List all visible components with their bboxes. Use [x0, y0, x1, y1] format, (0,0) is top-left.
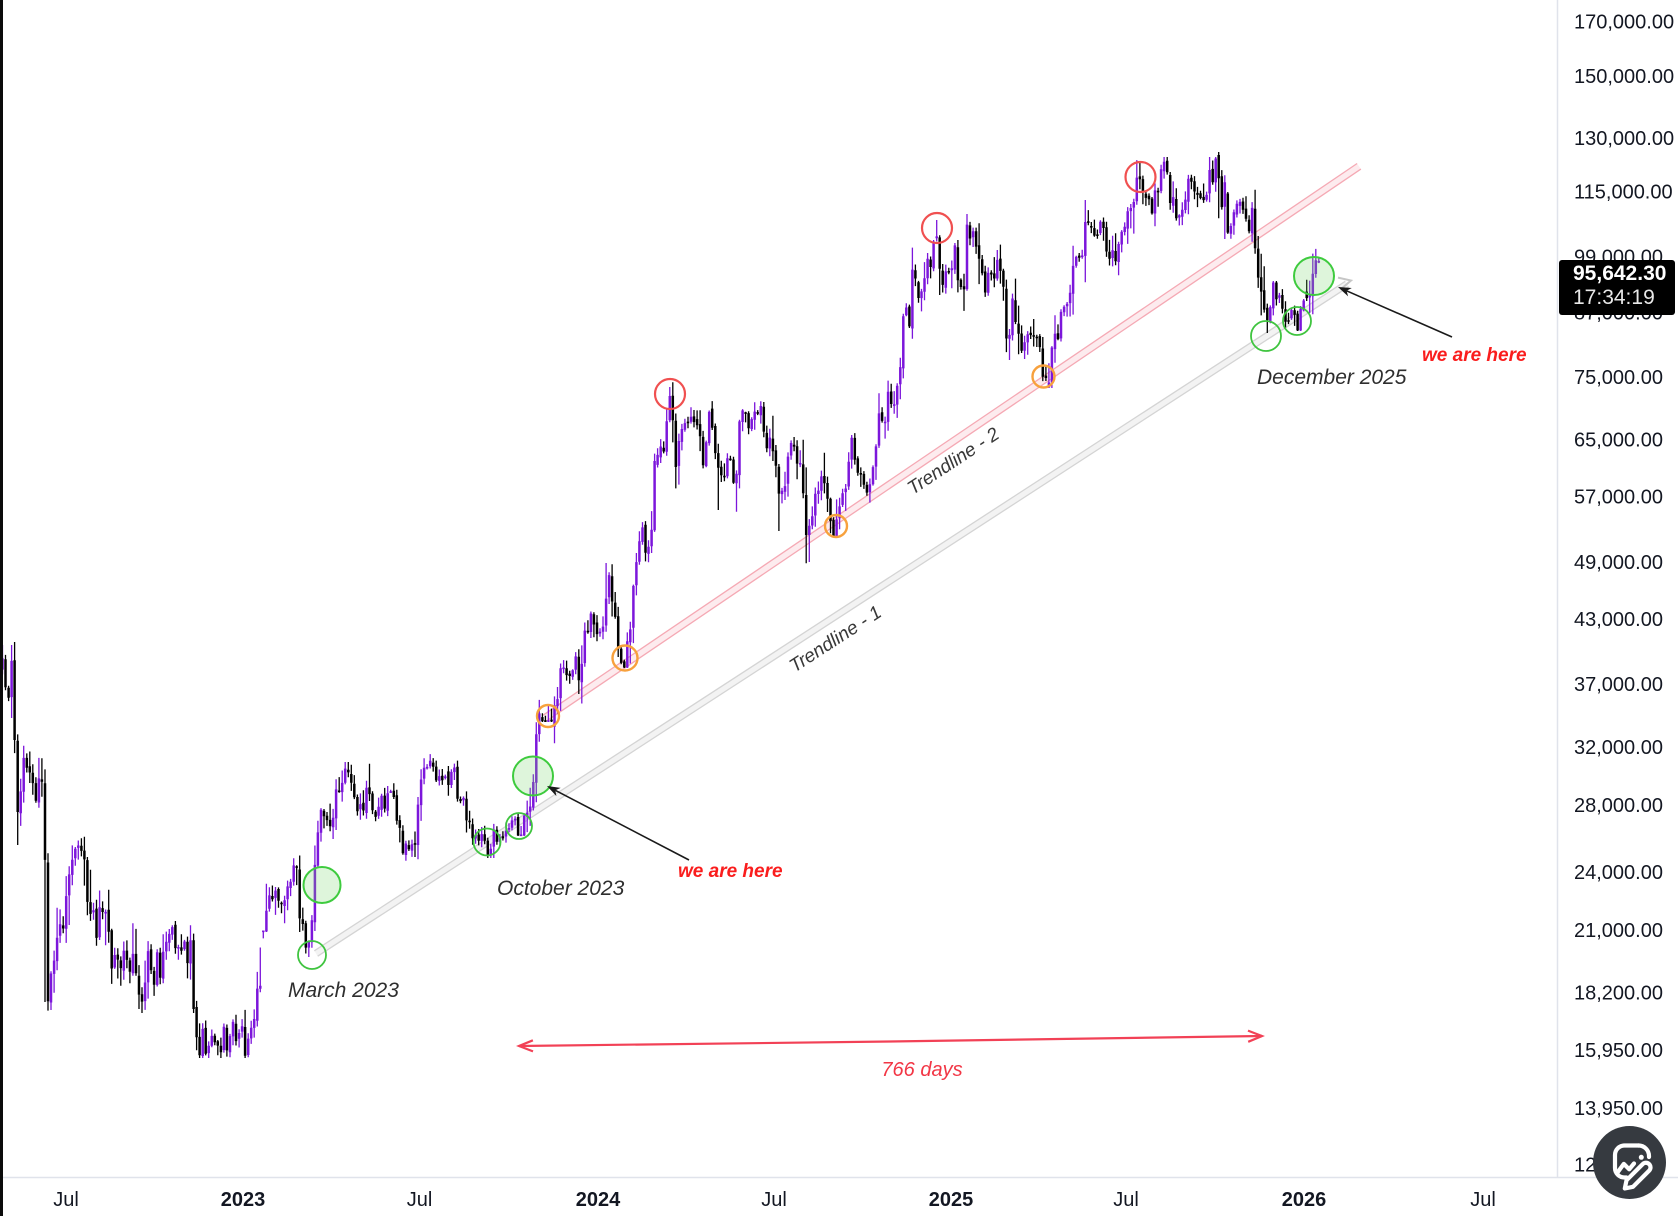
svg-text:we are here: we are here — [678, 861, 783, 882]
svg-text:17:34:19: 17:34:19 — [1573, 286, 1655, 309]
svg-text:21,000.00: 21,000.00 — [1574, 920, 1663, 942]
svg-text:28,000.00: 28,000.00 — [1574, 795, 1663, 817]
svg-text:October 2023: October 2023 — [497, 877, 625, 900]
svg-text:Jul: Jul — [1113, 1189, 1139, 1211]
svg-text:766 days: 766 days — [881, 1059, 962, 1081]
svg-text:49,000.00: 49,000.00 — [1574, 552, 1663, 574]
svg-text:115,000.00: 115,000.00 — [1574, 181, 1673, 203]
svg-text:Jul: Jul — [407, 1189, 433, 1211]
svg-text:Jul: Jul — [1470, 1189, 1496, 1211]
svg-text:we are here: we are here — [1422, 345, 1527, 366]
svg-text:75,000.00: 75,000.00 — [1574, 367, 1663, 389]
svg-text:65,000.00: 65,000.00 — [1574, 429, 1663, 451]
svg-text:95,642.30: 95,642.30 — [1573, 262, 1666, 285]
svg-text:December 2025: December 2025 — [1257, 366, 1407, 389]
svg-text:43,000.00: 43,000.00 — [1574, 609, 1663, 631]
svg-text:37,000.00: 37,000.00 — [1574, 674, 1663, 696]
svg-text:Jul: Jul — [761, 1189, 787, 1211]
svg-text:150,000.00: 150,000.00 — [1574, 66, 1674, 88]
svg-text:24,000.00: 24,000.00 — [1574, 862, 1663, 884]
svg-text:2023: 2023 — [221, 1189, 266, 1211]
svg-text:130,000.00: 130,000.00 — [1574, 128, 1674, 150]
svg-text:March 2023: March 2023 — [288, 979, 399, 1002]
svg-text:15,950.00: 15,950.00 — [1574, 1040, 1663, 1062]
svg-text:18,200.00: 18,200.00 — [1574, 982, 1663, 1004]
svg-text:Jul: Jul — [53, 1189, 79, 1211]
svg-text:2025: 2025 — [929, 1189, 974, 1211]
svg-text:2026: 2026 — [1282, 1189, 1327, 1211]
svg-text:13,950.00: 13,950.00 — [1574, 1098, 1663, 1120]
svg-text:170,000.00: 170,000.00 — [1574, 12, 1674, 34]
svg-text:2024: 2024 — [576, 1189, 621, 1211]
svg-text:57,000.00: 57,000.00 — [1574, 486, 1663, 508]
svg-text:32,000.00: 32,000.00 — [1574, 737, 1663, 759]
